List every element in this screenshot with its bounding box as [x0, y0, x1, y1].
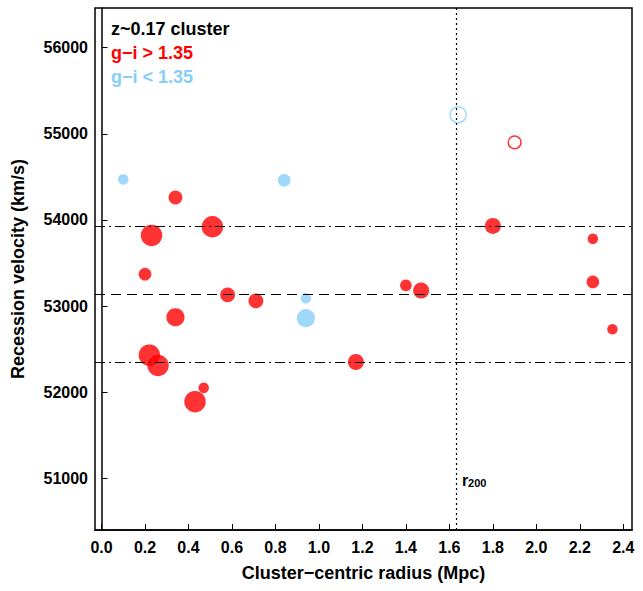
svg-text:2.4: 2.4 — [612, 539, 634, 556]
svg-text:1.2: 1.2 — [351, 539, 373, 556]
svg-text:0.8: 0.8 — [264, 539, 286, 556]
svg-text:55000: 55000 — [44, 125, 89, 142]
svg-text:200: 200 — [468, 477, 486, 489]
svg-text:1.0: 1.0 — [308, 539, 330, 556]
svg-text:1.8: 1.8 — [482, 539, 504, 556]
svg-text:g−i < 1.35: g−i < 1.35 — [111, 67, 193, 87]
svg-text:0.2: 0.2 — [134, 539, 156, 556]
svg-text:2.2: 2.2 — [569, 539, 591, 556]
svg-text:1.6: 1.6 — [438, 539, 460, 556]
svg-text:z~0.17 cluster: z~0.17 cluster — [111, 19, 230, 39]
svg-text:r: r — [461, 471, 469, 489]
svg-text:51000: 51000 — [44, 470, 89, 487]
svg-text:52000: 52000 — [44, 384, 89, 401]
svg-text:Recession velocity (km/s): Recession velocity (km/s) — [8, 159, 28, 379]
svg-text:0.4: 0.4 — [177, 539, 199, 556]
svg-text:56000: 56000 — [44, 39, 89, 56]
svg-text:54000: 54000 — [44, 211, 89, 228]
svg-text:53000: 53000 — [44, 298, 89, 315]
svg-text:g−i > 1.35: g−i > 1.35 — [111, 43, 193, 63]
svg-text:Cluster−centric radius (Mpc): Cluster−centric radius (Mpc) — [242, 563, 486, 583]
svg-text:0.0: 0.0 — [90, 539, 112, 556]
svg-text:0.6: 0.6 — [221, 539, 243, 556]
svg-text:1.4: 1.4 — [395, 539, 417, 556]
svg-text:2.0: 2.0 — [525, 539, 547, 556]
